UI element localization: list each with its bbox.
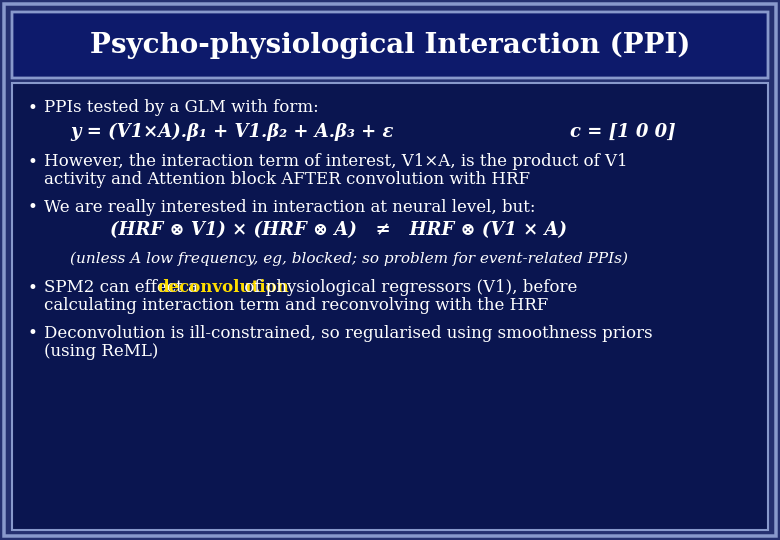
Text: Psycho-physiological Interaction (PPI): Psycho-physiological Interaction (PPI) — [90, 31, 690, 59]
Text: (unless A low frequency, eg, blocked; so problem for event-related PPIs): (unless A low frequency, eg, blocked; so… — [70, 252, 628, 266]
Text: PPIs tested by a GLM with form:: PPIs tested by a GLM with form: — [44, 99, 319, 117]
FancyBboxPatch shape — [12, 12, 768, 78]
Text: calculating interaction term and reconvolving with the HRF: calculating interaction term and reconvo… — [44, 298, 548, 314]
FancyBboxPatch shape — [12, 83, 768, 530]
Text: Deconvolution is ill-constrained, so regularised using smoothness priors: Deconvolution is ill-constrained, so reg… — [44, 325, 653, 341]
Text: •: • — [28, 153, 38, 171]
FancyBboxPatch shape — [4, 4, 776, 536]
Text: •: • — [28, 198, 38, 216]
Text: activity and Attention block AFTER convolution with HRF: activity and Attention block AFTER convo… — [44, 172, 530, 188]
Text: deconvolution: deconvolution — [158, 280, 289, 296]
Text: c = [1 0 0]: c = [1 0 0] — [570, 123, 675, 141]
Text: •: • — [28, 99, 38, 117]
Text: •: • — [28, 324, 38, 342]
Text: However, the interaction term of interest, V1×A, is the product of V1: However, the interaction term of interes… — [44, 153, 628, 171]
Text: SPM2 can effect a: SPM2 can effect a — [44, 280, 203, 296]
Text: of physiological regressors (V1), before: of physiological regressors (V1), before — [239, 280, 578, 296]
Text: We are really interested in interaction at neural level, but:: We are really interested in interaction … — [44, 199, 536, 215]
Text: (HRF ⊗ V1) × (HRF ⊗ A)   ≠   HRF ⊗ (V1 × A): (HRF ⊗ V1) × (HRF ⊗ A) ≠ HRF ⊗ (V1 × A) — [110, 221, 567, 239]
Text: y = (V1×A).β₁ + V1.β₂ + A.β₃ + ε: y = (V1×A).β₁ + V1.β₂ + A.β₃ + ε — [70, 123, 393, 141]
Text: •: • — [28, 279, 38, 297]
Text: (using ReML): (using ReML) — [44, 342, 158, 360]
